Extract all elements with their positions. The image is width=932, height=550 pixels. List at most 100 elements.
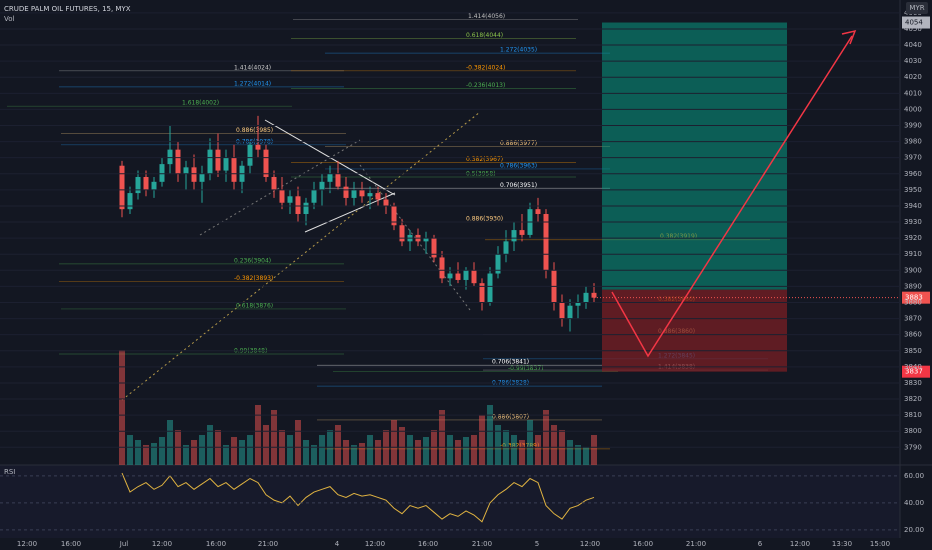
candle-body — [319, 181, 325, 190]
y-tick-label: 3830 — [904, 379, 922, 387]
volume-bar — [575, 445, 581, 465]
axes: 3790 3800 3810 3820 3830 3840 3850 3860 3870 3880… — [0, 9, 924, 548]
volume-bar — [455, 440, 461, 465]
candle-body — [439, 257, 445, 279]
candle-body — [487, 273, 493, 303]
y-tick-label: 4000 — [904, 105, 922, 113]
candle-body — [327, 173, 333, 182]
y-tick-label: 3920 — [904, 234, 922, 242]
candle-body — [575, 302, 581, 306]
x-tick-label: 16:00 — [61, 540, 81, 548]
x-tick-label: 4 — [335, 540, 340, 548]
volume-bar — [151, 443, 157, 465]
candle-body — [311, 189, 317, 203]
y-tick-label: 3930 — [904, 218, 922, 226]
candle-body — [335, 173, 341, 187]
y-tick-label: 4030 — [904, 57, 922, 65]
x-tick-label: 12:00 — [17, 540, 37, 548]
y-tick-label: 3940 — [904, 202, 922, 210]
y-tick-label: 4040 — [904, 41, 922, 49]
candles: 3883 — [119, 115, 930, 332]
y-tick-label: 3810 — [904, 411, 922, 419]
candle-body — [223, 157, 229, 171]
volume-bar — [287, 435, 293, 465]
volume-bar — [439, 410, 445, 465]
volume-label: Vol — [4, 15, 15, 23]
volume-bar — [511, 435, 517, 465]
candle-body — [263, 149, 269, 177]
candle-body — [431, 238, 437, 258]
candle-body — [351, 189, 357, 198]
candle-body — [247, 144, 253, 166]
stop-tag-label: 3837 — [905, 368, 923, 376]
x-tick-label: 16:00 — [633, 540, 653, 548]
candle-body — [183, 167, 189, 174]
volume-bar — [159, 437, 165, 465]
y-tick-label: 3970 — [904, 154, 922, 162]
volume-bar — [295, 420, 301, 465]
fib-label: 1.414(4024) — [234, 64, 271, 71]
fib-label: 0.786(3963) — [500, 162, 537, 169]
y-tick-label: 4010 — [904, 89, 922, 97]
x-tick-label: 21:00 — [686, 540, 706, 548]
profit-zone — [602, 22, 787, 290]
trend-line — [199, 139, 361, 236]
candle-body — [159, 164, 165, 182]
candle-body — [423, 238, 429, 242]
candle-body — [175, 149, 181, 174]
volume-bar — [191, 440, 197, 465]
target-tag — [902, 16, 930, 29]
y-tick-label: 3900 — [904, 266, 922, 274]
volume-bar — [527, 420, 533, 465]
candle-body — [127, 193, 133, 210]
candle-body — [143, 176, 149, 190]
volume-bar — [543, 410, 549, 465]
fib-label: 0.886(3807) — [492, 413, 529, 420]
y-tick-label: 3890 — [904, 282, 922, 290]
y-tick-label: 3840 — [904, 363, 922, 371]
candle-body — [447, 273, 453, 279]
candle-body — [359, 189, 365, 197]
candle-body — [191, 167, 197, 182]
y-tick-label: 3820 — [904, 395, 922, 403]
candle-body — [383, 199, 389, 206]
volume-bar — [471, 435, 477, 465]
trend-line — [359, 164, 471, 311]
rsi-label: RSI — [4, 468, 15, 476]
candle-body — [151, 181, 157, 190]
triangle-line — [304, 192, 396, 233]
projection-arrow — [611, 35, 853, 358]
candle-body — [303, 202, 309, 214]
long-position: 3837 4054 — [602, 16, 930, 378]
candle-body — [391, 205, 397, 226]
volume-bar — [271, 410, 277, 465]
volume-bar — [343, 440, 349, 465]
volume-bar — [479, 415, 485, 465]
candle-body — [231, 157, 237, 182]
volume-bar — [495, 425, 501, 465]
candle-body — [543, 213, 549, 271]
volume-bar — [375, 440, 381, 465]
currency-badge — [906, 2, 928, 14]
candle-body — [375, 193, 381, 200]
fib-label: 0.886(3985) — [236, 127, 273, 134]
y-tick-label: 4050 — [904, 25, 922, 33]
fib-label: -0.382(4024) — [466, 64, 505, 71]
x-tick-label: 21:00 — [472, 540, 492, 548]
fib-label: 0.382(3967) — [466, 156, 503, 163]
y-tick-label: 3910 — [904, 250, 922, 258]
volume-bar — [247, 435, 253, 465]
rsi-line — [121, 472, 595, 523]
x-tick-label: 16:00 — [206, 540, 226, 548]
candle-body — [279, 189, 285, 203]
x-tick-label: 16:00 — [418, 540, 438, 548]
volume-bar — [519, 440, 525, 465]
candle-body — [479, 283, 485, 303]
y-tick-label: 3850 — [904, 347, 922, 355]
fib-label: 1.272(4014) — [234, 80, 271, 87]
volume-bar — [311, 445, 317, 465]
rsi-pane — [0, 465, 900, 538]
fib-label: -0.99(3837) — [508, 365, 543, 372]
volume-bar — [263, 425, 269, 465]
